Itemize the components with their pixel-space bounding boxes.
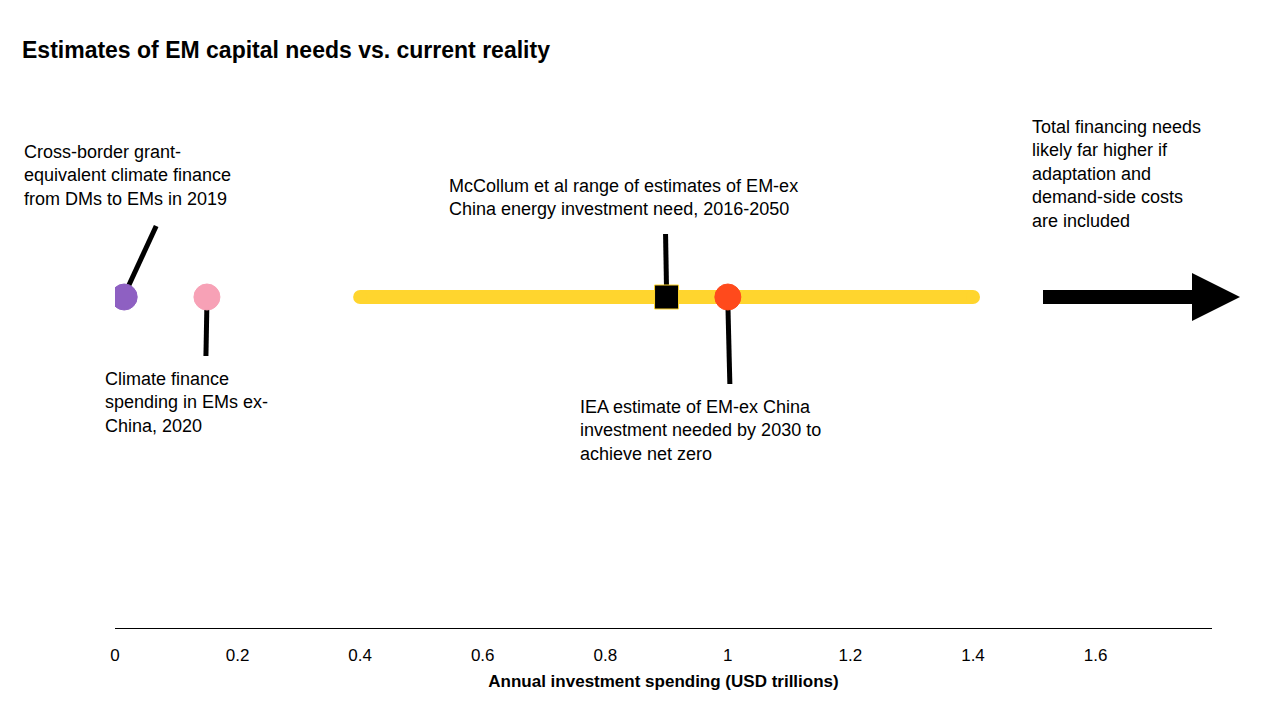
svg-text:1.2: 1.2 [839, 646, 863, 665]
svg-text:Climate financespending in EMs: Climate financespending in EMs ex-China,… [105, 369, 268, 436]
svg-text:1.6: 1.6 [1084, 646, 1108, 665]
svg-text:0.4: 0.4 [348, 646, 372, 665]
svg-text:Total financing needslikely fa: Total financing needslikely far higher i… [1032, 117, 1201, 231]
svg-text:0.2: 0.2 [226, 646, 250, 665]
svg-text:McCollum et al range of estima: McCollum et al range of estimates of EM-… [449, 176, 798, 219]
svg-text:1.4: 1.4 [961, 646, 985, 665]
svg-text:Estimates of EM capital needs: Estimates of EM capital needs vs. curren… [22, 37, 550, 63]
svg-text:0: 0 [110, 646, 119, 665]
svg-text:0.6: 0.6 [471, 646, 495, 665]
svg-text:Cross-border grant-equivalent: Cross-border grant-equivalent climate fi… [24, 142, 231, 209]
svg-text:Annual investment spending (US: Annual investment spending (USD trillion… [488, 672, 838, 691]
svg-text:1: 1 [723, 646, 732, 665]
svg-text:0.8: 0.8 [593, 646, 617, 665]
svg-text:IEA estimate of EM-ex Chinainv: IEA estimate of EM-ex Chinainvestment ne… [580, 397, 821, 464]
